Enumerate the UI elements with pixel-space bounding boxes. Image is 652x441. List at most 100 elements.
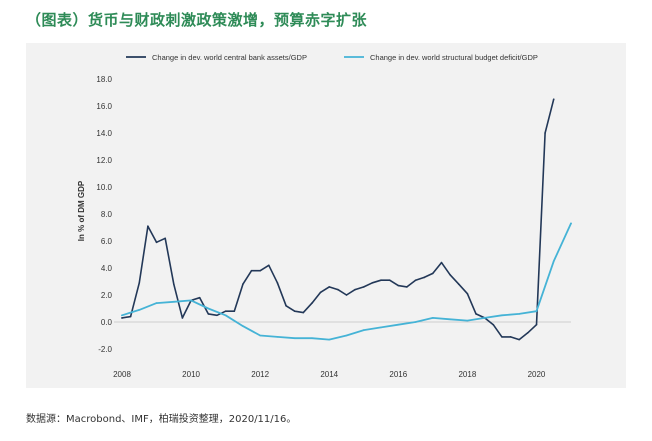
- data-point-series-2: [380, 326, 382, 329]
- data-point-series-2: [328, 338, 331, 341]
- data-point-series-2: [570, 222, 572, 225]
- data-point-series-1: [475, 313, 477, 315]
- x-axis-ticks: 2008 2010 2012 2014 2016 2018 2020: [113, 370, 546, 379]
- data-point-series-1: [293, 310, 296, 313]
- data-point-series-2: [138, 309, 141, 311]
- x-tick-label: 2016: [389, 370, 407, 379]
- y-axis-label: In % of DM GDP: [77, 180, 86, 241]
- data-point-series-2: [535, 310, 538, 313]
- data-point-series-1: [380, 279, 382, 281]
- data-point-series-1: [328, 286, 331, 288]
- data-point-series-2: [414, 321, 417, 323]
- data-point-series-2: [207, 307, 210, 310]
- data-point-series-1: [147, 225, 149, 227]
- data-point-series-2: [259, 334, 261, 337]
- source-note: 数据源：Macrobond、IMF，柏瑞投资整理，2020/11/16。: [26, 414, 297, 425]
- data-point-series-1: [319, 291, 322, 294]
- y-tick-label: 14.0: [96, 129, 112, 138]
- data-point-series-2: [362, 329, 365, 331]
- data-point-series-1: [285, 305, 287, 307]
- series-group: [121, 98, 572, 341]
- data-point-series-1: [354, 288, 356, 291]
- y-tick-label: 8.0: [101, 210, 113, 219]
- x-tick-label: 2010: [182, 370, 200, 379]
- legend-label-2: Change in dev. world structural budget d…: [370, 53, 538, 62]
- data-point-series-1: [250, 269, 253, 272]
- x-tick-label: 2020: [528, 370, 546, 379]
- data-point-series-2: [276, 336, 279, 338]
- y-tick-label: 12.0: [96, 156, 112, 165]
- y-tick-label: 10.0: [96, 183, 112, 192]
- data-point-series-2: [449, 318, 451, 321]
- data-point-series-1: [501, 336, 503, 338]
- data-point-series-1: [198, 296, 201, 299]
- y-tick-label: 2.0: [101, 291, 113, 300]
- data-point-series-1: [388, 279, 391, 281]
- data-point-series-2: [311, 337, 313, 340]
- y-tick-label: 4.0: [101, 264, 113, 273]
- x-tick-label: 2012: [251, 370, 269, 379]
- data-point-series-2: [397, 323, 400, 326]
- data-point-series-1: [518, 338, 520, 341]
- data-point-series-2: [432, 317, 434, 319]
- data-point-series-1: [432, 272, 434, 275]
- data-point-series-1: [423, 276, 426, 279]
- data-point-series-2: [466, 319, 469, 322]
- data-point-series-1: [259, 269, 261, 272]
- data-point-series-1: [164, 237, 166, 240]
- data-point-series-1: [552, 98, 555, 101]
- data-point-series-1: [276, 282, 279, 284]
- data-point-series-1: [337, 288, 339, 291]
- x-tick-label: 2018: [458, 370, 476, 379]
- data-point-series-1: [440, 261, 443, 264]
- series-line-1: [121, 98, 555, 341]
- data-point-series-1: [233, 310, 236, 313]
- data-point-series-1: [457, 283, 460, 285]
- data-point-series-1: [224, 310, 227, 313]
- data-point-series-1: [155, 241, 158, 244]
- data-point-series-1: [311, 302, 313, 304]
- chart-panel: Change in dev. world central bank assets…: [26, 43, 626, 388]
- data-point-series-2: [518, 313, 520, 315]
- x-tick-label: 2008: [113, 370, 131, 379]
- data-point-series-1: [492, 323, 495, 326]
- data-point-series-2: [293, 337, 296, 340]
- data-point-series-1: [535, 323, 538, 326]
- data-point-series-1: [414, 279, 417, 281]
- data-point-series-1: [509, 336, 512, 338]
- data-point-series-1: [216, 314, 218, 317]
- data-point-series-1: [362, 286, 365, 288]
- data-point-series-2: [155, 302, 158, 304]
- y-tick-label: 18.0: [96, 75, 112, 84]
- line-chart: Change in dev. world central bank assets…: [77, 53, 572, 379]
- legend-label-1: Change in dev. world central bank assets…: [152, 53, 307, 62]
- data-point-series-1: [371, 282, 374, 284]
- data-point-series-1: [466, 292, 469, 295]
- y-tick-label: 6.0: [101, 237, 113, 246]
- data-point-series-2: [345, 334, 348, 337]
- data-point-series-1: [242, 283, 244, 285]
- data-point-series-1: [138, 282, 141, 284]
- data-point-series-1: [129, 315, 132, 318]
- data-point-series-2: [224, 314, 227, 317]
- data-point-series-1: [527, 332, 529, 334]
- y-tick-label: -2.0: [98, 345, 112, 354]
- data-point-series-2: [242, 325, 244, 327]
- data-point-series-1: [397, 284, 400, 287]
- data-point-series-2: [190, 299, 192, 302]
- y-axis-ticks: -2.0 0.0 2.0 4.0 6.0 8.0 10.0 12.0 14.0 16.0 18.0: [96, 75, 112, 354]
- y-tick-label: 0.0: [101, 318, 113, 327]
- data-point-series-1: [345, 294, 348, 296]
- data-point-series-2: [173, 300, 175, 303]
- data-point-series-2: [552, 260, 555, 263]
- data-point-series-1: [181, 317, 184, 319]
- data-point-series-1: [267, 264, 270, 267]
- chart-title: （图表）货币与财政刺激政策激增，预算赤字扩张: [26, 11, 368, 29]
- x-tick-label: 2014: [320, 370, 338, 379]
- data-point-series-1: [406, 286, 408, 288]
- data-point-series-2: [121, 314, 123, 317]
- data-point-series-1: [449, 273, 451, 276]
- data-point-series-1: [544, 132, 546, 134]
- data-point-series-2: [501, 314, 503, 317]
- data-point-series-1: [302, 311, 305, 314]
